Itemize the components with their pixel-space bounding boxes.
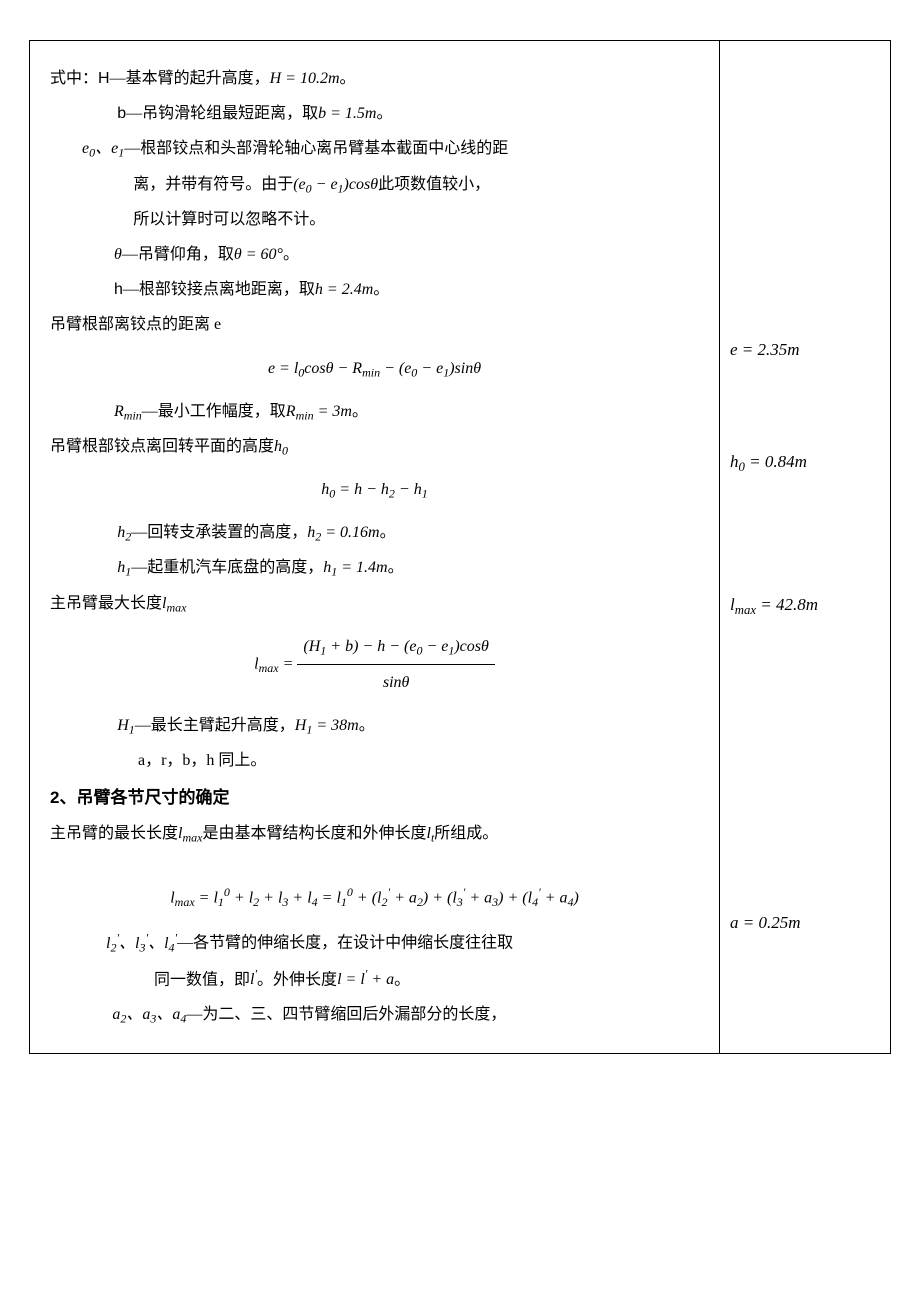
line-e0e1: e0、e1—根部铰点和头部滑轮轴心离吊臂基本截面中心线的距 (50, 131, 699, 166)
label-h0: 吊臂根部铰点离回转平面的高度h0 (50, 429, 699, 464)
formula-lmax: lmax = (H1 + b) − h − (e0 − e1)cosθ sinθ (50, 629, 699, 700)
line-h2: h2—回转支承装置的高度，h2 = 0.16m。 (50, 515, 699, 550)
line-e0e1-cont1: 离，并带有符号。由于(e0 − e1)cosθ此项数值较小， (50, 167, 699, 202)
line-rmin: Rmin—最小工作幅度，取Rmin = 3m。 (50, 394, 699, 429)
line-H1: H1—最长主臂起升高度，H1 = 38m。 (50, 708, 699, 743)
section-2-title: 2、吊臂各节尺寸的确定 (50, 779, 699, 816)
spacer (730, 61, 880, 321)
side-lmax: lmax = 42.8m (730, 586, 880, 624)
side-h0: h0 = 0.84m (730, 443, 880, 481)
line-h1: h1—起重机汽车底盘的高度，h1 = 1.4m。 (50, 550, 699, 585)
line-a234: a2、a3、a4—为二、三、四节臂缩回后外漏部分的长度， (50, 997, 699, 1032)
spacer (730, 378, 880, 433)
side-e: e = 2.35m (730, 331, 880, 368)
formula-h0: h0 = h − h2 − h1 (50, 472, 699, 507)
line-e0e1-cont2: 所以计算时可以忽略不计。 (50, 202, 699, 237)
line-h: h—根部铰接点离地距离，取h = 2.4m。 (50, 272, 699, 307)
label-lmax: 主吊臂最大长度lmax (50, 586, 699, 621)
line-H: 式中：H—基本臂的起升高度，H = 10.2m。 (50, 61, 699, 96)
line-b: b—吊钩滑轮组最短距离，取b = 1.5m。 (50, 96, 699, 131)
formula-e: e = l0cosθ − Rmin − (e0 − e1)sinθ (50, 351, 699, 386)
line-l234-cont: 同一数值，即l'。外伸长度l = l' + a。 (50, 961, 699, 998)
label-e: 吊臂根部离铰点的距离 e (50, 307, 699, 342)
line-arbh: a，r，b，h 同上。 (50, 743, 699, 778)
line-theta: θ—吊臂仰角，取θ = 60°。 (50, 237, 699, 272)
spacer (730, 491, 880, 576)
line-l234: l2'、l3'、l4'—各节臂的伸缩长度，在设计中伸缩长度往往取 (50, 924, 699, 961)
side-a: a = 0.25m (730, 904, 880, 941)
side-column: e = 2.35m h0 = 0.84m lmax = 42.8m a = 0.… (720, 41, 890, 1053)
para-lmax-compose: 主吊臂的最长长度lmax是由基本臂结构长度和外伸长度lt所组成。 (50, 816, 699, 851)
formula-lmax-expand: lmax = l10 + l2 + l3 + l4 = l10 + (l2' +… (50, 879, 699, 916)
spacer (730, 634, 880, 894)
main-column: 式中：H—基本臂的起升高度，H = 10.2m。 b—吊钩滑轮组最短距离，取b … (30, 41, 720, 1053)
